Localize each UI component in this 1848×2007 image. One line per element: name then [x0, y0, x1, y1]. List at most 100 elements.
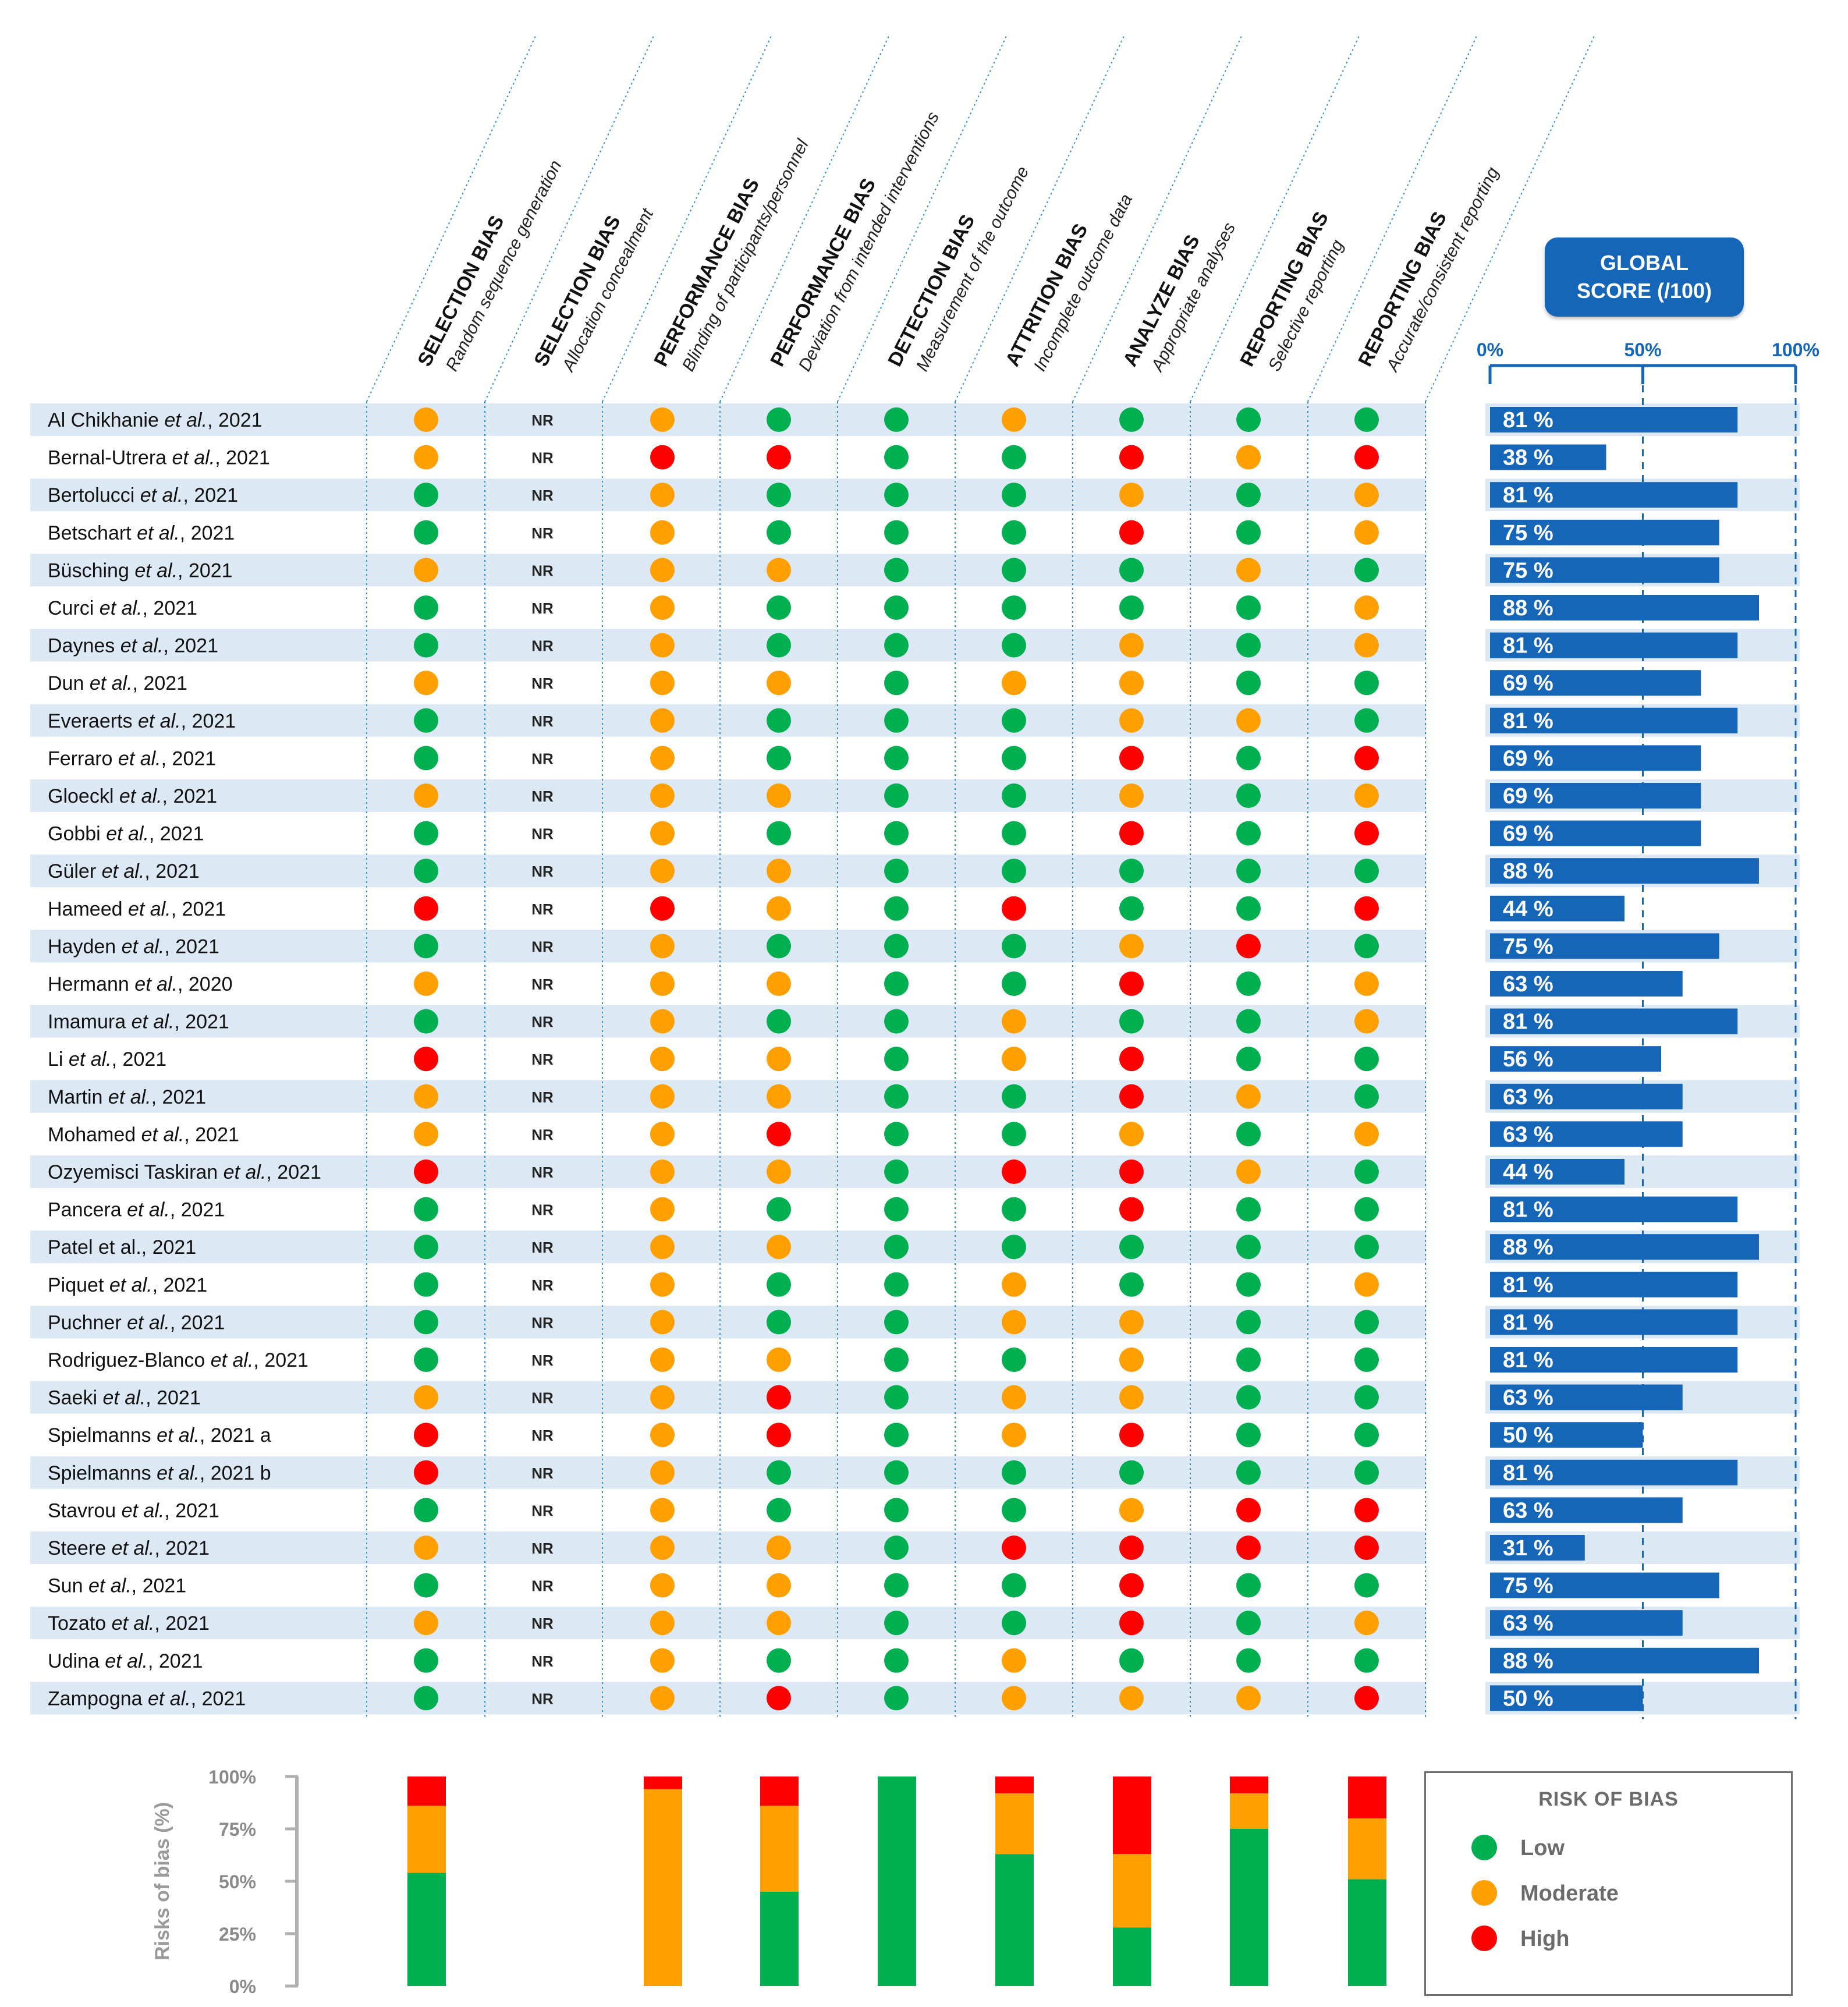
- rating-dot: [884, 1009, 909, 1034]
- rating-nr: NR: [531, 938, 554, 955]
- study-year: , 2021: [132, 1575, 187, 1597]
- rating-dot: [414, 1498, 438, 1523]
- rating-dot: [414, 1611, 438, 1636]
- rating-dot: [1002, 1460, 1026, 1485]
- rating-dot: [767, 483, 791, 508]
- rating-dot: [1236, 746, 1261, 771]
- rating-nr: NR: [531, 1239, 554, 1256]
- rating-dot: [1236, 1423, 1261, 1448]
- score-label: 81 %: [1503, 408, 1553, 432]
- rating-dot: [1119, 1498, 1144, 1523]
- study-author: Bernal-Utrera: [48, 447, 172, 469]
- rating-dot: [767, 1122, 791, 1147]
- score-label: 63 %: [1503, 1386, 1553, 1410]
- summary-segment-high: [407, 1776, 446, 1806]
- rating-dot: [1354, 407, 1379, 432]
- study-label: Zampogna et al., 2021: [48, 1687, 246, 1710]
- rating-dot: [767, 671, 791, 696]
- study-year: , 2021: [183, 484, 238, 506]
- row-band: [30, 1155, 1426, 1188]
- score-label: 81 %: [1503, 634, 1553, 658]
- rating-dot: [1119, 671, 1144, 696]
- rating-dot: [1354, 671, 1379, 696]
- rating-dot: [767, 558, 791, 583]
- study-row: Hermann et al., 2020 NR 63 %: [48, 971, 1683, 997]
- rating-dot: [767, 1611, 791, 1636]
- rating-dot: [1236, 1611, 1261, 1636]
- rating-dot: [1354, 558, 1379, 583]
- study-year: , 2021: [170, 1199, 225, 1221]
- study-year: , 2021: [164, 1499, 219, 1522]
- study-etal: et al.: [157, 1462, 200, 1484]
- study-author: Tozato: [48, 1612, 112, 1634]
- rating-nr: NR: [531, 976, 554, 993]
- rating-dot: [1119, 1648, 1144, 1673]
- study-etal: et al.: [118, 747, 161, 770]
- rating-dot: [1354, 1009, 1379, 1034]
- rating-dot: [1354, 1084, 1379, 1109]
- study-label: Hermann et al., 2020: [48, 973, 233, 995]
- study-author: Al Chikhanie: [48, 409, 164, 431]
- rating-dot: [1002, 1084, 1026, 1109]
- study-year: , 2021 a: [200, 1424, 271, 1446]
- rating-dot: [1002, 1648, 1026, 1673]
- study-row: Imamura et al., 2021 NR 81 %: [48, 1008, 1738, 1034]
- rating-dot: [414, 407, 438, 432]
- rating-dot: [1236, 1536, 1261, 1560]
- rating-dot: [1354, 1385, 1379, 1410]
- rating-dot: [884, 1648, 909, 1673]
- study-author: Bertolucci: [48, 484, 140, 506]
- study-etal: et al.: [172, 447, 215, 469]
- rating-nr: NR: [531, 449, 554, 467]
- study-row: Bertolucci et al., 2021 NR 81 %: [48, 482, 1738, 508]
- rating-dot: [1119, 633, 1144, 658]
- rating-dot: [1002, 558, 1026, 583]
- rating-dot: [884, 1084, 909, 1109]
- score-bar: [1490, 895, 1624, 921]
- rating-dot: [1119, 821, 1144, 846]
- rating-dot: [767, 407, 791, 432]
- rating-dot: [884, 558, 909, 583]
- score-axis-tick-label: 0%: [1477, 339, 1503, 360]
- column-dividers: [366, 36, 1595, 1717]
- score-bar: [1490, 1046, 1661, 1072]
- rating-nr: NR: [531, 788, 554, 805]
- summary-bar: [644, 1776, 682, 1986]
- rating-dot: [884, 671, 909, 696]
- rating-dot: [1354, 1047, 1379, 1072]
- rating-dot: [414, 1235, 438, 1260]
- rating-dot: [414, 1536, 438, 1560]
- rating-dot: [1236, 1498, 1261, 1523]
- rating-nr: NR: [531, 825, 554, 843]
- rating-dot: [767, 1686, 791, 1711]
- study-etal: et al.: [88, 1575, 132, 1597]
- rating-dot: [1119, 934, 1144, 959]
- study-author: Zampogna: [48, 1687, 148, 1710]
- score-bar: [1490, 1572, 1719, 1598]
- study-etal: et al.: [112, 1612, 155, 1634]
- rating-dot: [767, 1498, 791, 1523]
- rating-nr: NR: [531, 637, 554, 655]
- study-row: Stavrou et al., 2021 NR 63 %: [48, 1497, 1683, 1523]
- header-diagonal: [602, 36, 772, 402]
- study-etal: et al.: [134, 973, 178, 995]
- rating-dot: [884, 595, 909, 620]
- header-diagonal: [837, 36, 1007, 402]
- rating-nr: NR: [531, 1051, 554, 1068]
- rating-dot: [1002, 1385, 1026, 1410]
- study-year: , 2021: [215, 447, 270, 469]
- study-author: Mohamed: [48, 1123, 141, 1146]
- rating-dot: [650, 1084, 675, 1109]
- rating-dot: [767, 896, 791, 921]
- rating-dot: [1236, 783, 1261, 808]
- rating-dot: [1236, 896, 1261, 921]
- score-bar: [1490, 670, 1701, 696]
- study-author: Curci: [48, 597, 100, 619]
- rating-dot: [1119, 1310, 1144, 1335]
- study-author: Hermann: [48, 973, 134, 995]
- study-etal: et al.: [132, 1011, 175, 1033]
- summary-segment-low: [760, 1892, 799, 1986]
- study-author: Güler: [48, 860, 102, 882]
- rating-dot: [1119, 1385, 1144, 1410]
- summary-bar: [995, 1776, 1034, 1986]
